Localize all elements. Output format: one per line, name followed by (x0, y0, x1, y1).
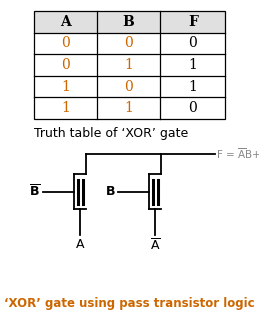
Text: 0: 0 (188, 101, 197, 115)
Text: 0: 0 (188, 36, 197, 50)
Text: F: F (188, 15, 198, 29)
Text: $\overline{\mathrm{A}}$: $\overline{\mathrm{A}}$ (150, 238, 160, 253)
Text: B: B (123, 15, 134, 29)
Text: $\overline{\mathbf{B}}$: $\overline{\mathbf{B}}$ (28, 184, 40, 199)
Text: A: A (76, 238, 84, 251)
Bar (34, 11, 225, 33)
Text: F = $\overline{\mathrm{A}}$B+A$\overline{\mathrm{B}}$: F = $\overline{\mathrm{A}}$B+A$\overline… (216, 146, 259, 161)
Text: 0: 0 (61, 58, 70, 72)
Text: 0: 0 (124, 80, 133, 94)
Text: A: A (60, 15, 71, 29)
Text: 0: 0 (124, 36, 133, 50)
Text: $\mathbf{B}$: $\mathbf{B}$ (105, 185, 115, 198)
Text: Truth table of ‘XOR’ gate: Truth table of ‘XOR’ gate (34, 127, 188, 140)
Text: 1: 1 (61, 80, 70, 94)
Text: 0: 0 (61, 36, 70, 50)
Text: 1: 1 (61, 101, 70, 115)
Text: 1: 1 (124, 58, 133, 72)
Text: 1: 1 (124, 101, 133, 115)
Text: ‘XOR’ gate using pass transistor logic: ‘XOR’ gate using pass transistor logic (4, 297, 255, 310)
Bar (34, 11, 225, 119)
Text: 1: 1 (188, 58, 197, 72)
Text: 1: 1 (188, 80, 197, 94)
